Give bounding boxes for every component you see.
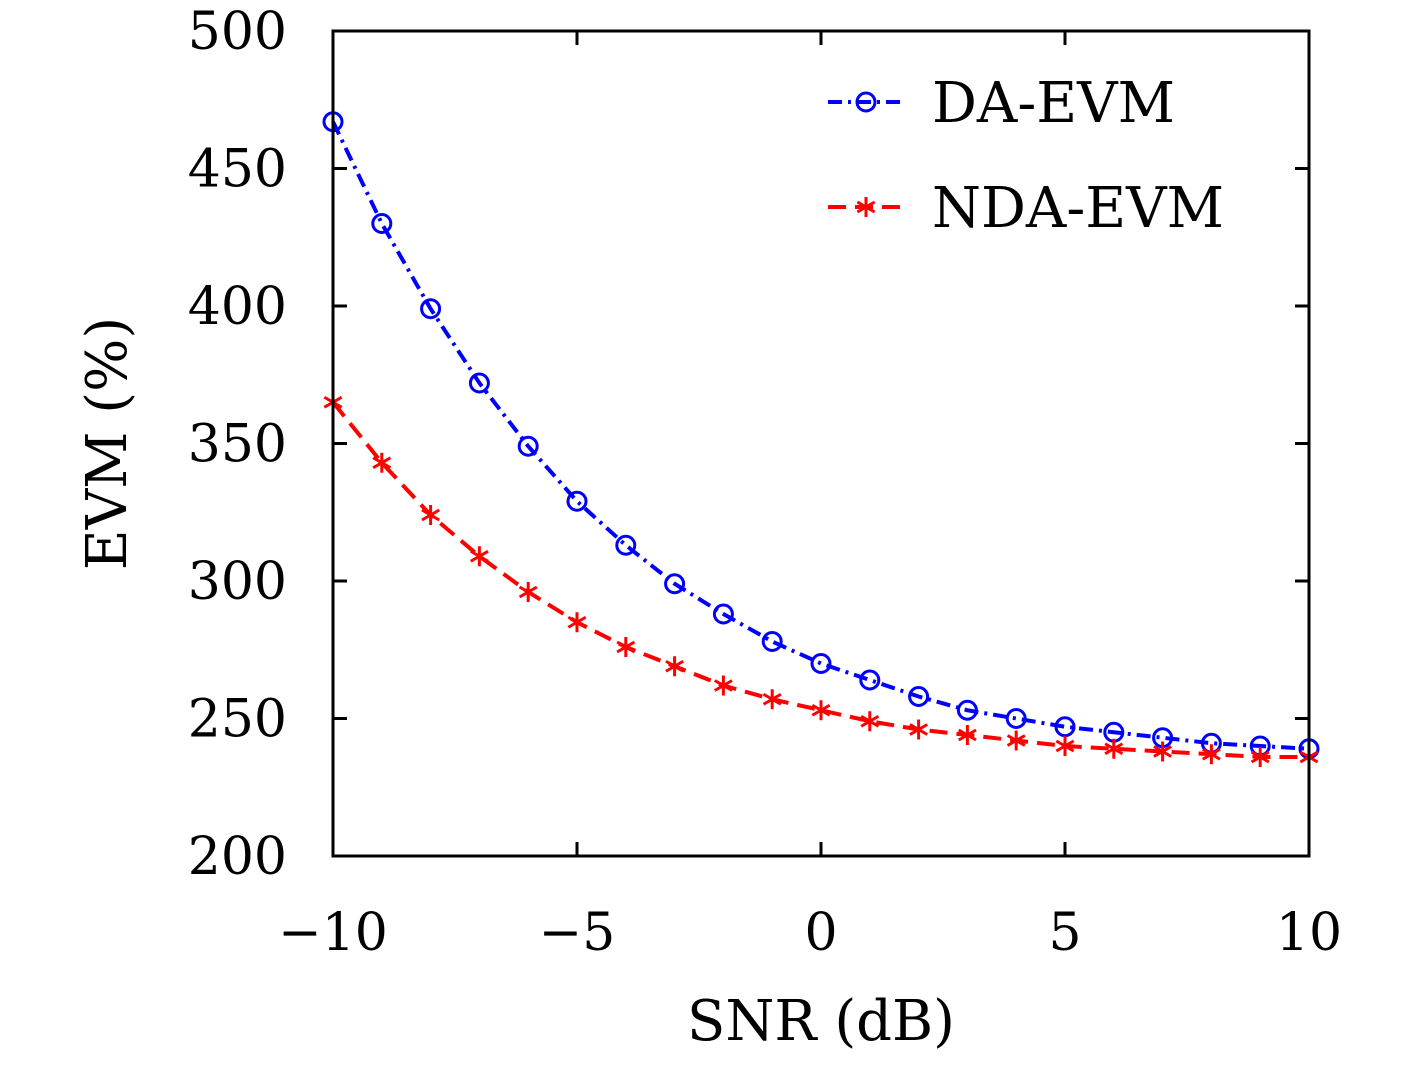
series-1-point [468, 372, 490, 394]
series-2-point [860, 711, 880, 732]
series-2-point [957, 725, 977, 745]
series-2-point [616, 637, 636, 657]
series-1-point [1054, 716, 1076, 738]
series-2-point [1104, 738, 1124, 759]
series-2-point [469, 546, 489, 567]
series-1-point [664, 573, 686, 595]
series-2-point [762, 689, 782, 710]
y-axis-label: EVM (%) [75, 317, 140, 570]
series-2-point [713, 675, 733, 696]
series-line-1 [331, 120, 1310, 751]
series-layer [322, 111, 1320, 767]
series-1-point [615, 534, 637, 556]
series-1-point [371, 213, 393, 234]
x-tick-label: 10 [1276, 903, 1342, 963]
ticks-layer: −10 −5 0 5 10 200 250 300 350 400 450 500 [188, 2, 1342, 963]
x-tick-label: 5 [1048, 903, 1081, 963]
series-1-point [908, 686, 930, 707]
legend-marker-1 [855, 91, 877, 113]
legend-label-1: DA-EVM [932, 71, 1175, 136]
series-1-point [1005, 708, 1027, 729]
x-axis-label: SNR (dB) [687, 989, 955, 1054]
series-1-point [420, 298, 442, 320]
series-1-point [712, 603, 734, 625]
y-tick-label: 500 [188, 2, 287, 62]
x-tick-label: 0 [804, 903, 837, 963]
series-2-point [1201, 744, 1221, 765]
y-tick-label: 300 [188, 552, 287, 612]
series-2-point [1055, 736, 1075, 756]
x-tick-label: −5 [539, 903, 616, 963]
series-1-point [956, 699, 978, 721]
y-tick-label: 250 [188, 690, 287, 750]
series-2-point [1006, 730, 1026, 751]
x-tick-label: −10 [278, 903, 388, 963]
series-1-point [517, 435, 539, 457]
series-2-point [665, 656, 685, 677]
series-1-point [859, 669, 881, 691]
y-tick-label: 450 [188, 140, 287, 200]
legend: DA-EVM NDA-EVM [828, 71, 1224, 241]
series-2-point [1250, 747, 1270, 767]
series-1-point [761, 631, 783, 652]
y-tick-label: 400 [188, 277, 287, 337]
series-2-point [518, 582, 538, 602]
series-2-point [372, 452, 392, 473]
legend-label-2: NDA-EVM [932, 176, 1224, 241]
series-2-point [421, 505, 441, 525]
series-1-point [810, 653, 832, 674]
y-tick-label: 200 [188, 827, 287, 887]
legend-marker-2 [856, 197, 876, 217]
series-2-point [567, 612, 587, 633]
series-2-point [1153, 741, 1173, 762]
y-tick-label: 350 [188, 415, 287, 475]
plot-frame [331, 29, 1311, 858]
series-2-point [909, 719, 929, 740]
series-1-point [566, 490, 588, 512]
series-2-point [811, 700, 831, 721]
series-line-2 [331, 400, 1309, 759]
